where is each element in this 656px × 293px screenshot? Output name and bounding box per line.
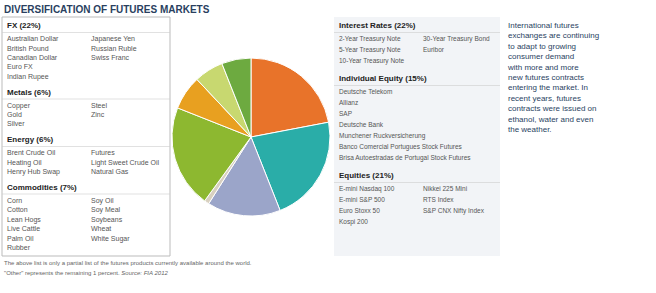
svg-text:Palm Oil: Palm Oil [7, 235, 34, 242]
svg-text:Corn: Corn [7, 197, 22, 204]
svg-text:Brisa Autoestradas de Portugal: Brisa Autoestradas de Portugal Stock Fut… [339, 154, 471, 162]
svg-text:E-mini S&P 500: E-mini S&P 500 [339, 196, 385, 203]
svg-text:Interest Rates (22%): Interest Rates (22%) [339, 21, 416, 30]
svg-text:British Pound: British Pound [7, 45, 49, 52]
svg-text:"Other" represents the remaini: "Other" represents the remaining 1 perce… [4, 270, 168, 276]
svg-text:Live Cattle: Live Cattle [7, 225, 40, 232]
svg-text:Euro FX: Euro FX [7, 63, 33, 70]
svg-text:Individual Equity (15%): Individual Equity (15%) [339, 74, 427, 83]
svg-text:Metals (6%): Metals (6%) [7, 88, 51, 97]
svg-text:Futures: Futures [91, 149, 115, 156]
svg-text:Euribor: Euribor [423, 46, 445, 53]
svg-text:Banco Comercial Portugues Stoc: Banco Comercial Portugues Stock Futures [339, 143, 463, 151]
svg-text:DIVERSIFICATION OF FUTURES MAR: DIVERSIFICATION OF FUTURES MARKETS [4, 4, 210, 15]
svg-text:Australian Dollar: Australian Dollar [7, 35, 59, 42]
svg-text:Swiss Franc: Swiss Franc [91, 54, 130, 61]
svg-text:Zinc: Zinc [91, 111, 105, 118]
svg-text:Wheat: Wheat [91, 225, 111, 232]
svg-text:Energy (6%): Energy (6%) [7, 135, 54, 144]
svg-text:Gold: Gold [7, 111, 22, 118]
svg-text:Deutsche Telekom: Deutsche Telekom [339, 88, 392, 95]
svg-text:Light Sweet Crude Oil: Light Sweet Crude Oil [91, 159, 160, 167]
svg-text:Copper: Copper [7, 102, 31, 110]
svg-text:Allianz: Allianz [339, 99, 358, 106]
svg-text:Nikkei 225 Mini: Nikkei 225 Mini [423, 185, 467, 192]
svg-text:FX (22%): FX (22%) [7, 21, 41, 30]
svg-text:Cotton: Cotton [7, 206, 28, 213]
svg-text:10-Year Treasury Note: 10-Year Treasury Note [339, 57, 405, 65]
svg-text:Commodities (7%): Commodities (7%) [7, 183, 77, 192]
svg-text:30-Year Treasury Bond: 30-Year Treasury Bond [423, 35, 490, 43]
svg-text:SAP: SAP [339, 110, 352, 117]
svg-text:2-Year Treasury Note: 2-Year Treasury Note [339, 35, 401, 43]
svg-text:Brent Crude Oil: Brent Crude Oil [7, 149, 56, 156]
svg-text:Steel: Steel [91, 102, 107, 109]
svg-text:Soy Oil: Soy Oil [91, 197, 114, 205]
svg-text:Heating Oil: Heating Oil [7, 159, 42, 167]
svg-text:Euro Stoxx 50: Euro Stoxx 50 [339, 207, 380, 214]
svg-text:E-mini Nasdaq 100: E-mini Nasdaq 100 [339, 185, 395, 193]
svg-text:Henry Hub Swap: Henry Hub Swap [7, 168, 60, 176]
svg-text:Soybeans: Soybeans [91, 216, 123, 224]
svg-text:Rubber: Rubber [7, 244, 31, 251]
svg-text:RTS Index: RTS Index [423, 196, 454, 203]
svg-text:Indian Rupee: Indian Rupee [7, 73, 49, 81]
svg-text:Russian Ruble: Russian Ruble [91, 45, 137, 52]
svg-text:Lean Hogs: Lean Hogs [7, 216, 41, 224]
svg-text:Canadian Dollar: Canadian Dollar [7, 54, 58, 61]
svg-text:Silver: Silver [7, 120, 25, 127]
svg-text:Soy Meal: Soy Meal [91, 206, 121, 214]
svg-text:International futuresexchanges: International futuresexchanges are conti… [507, 21, 599, 134]
svg-text:Kospi 200: Kospi 200 [339, 218, 368, 226]
svg-text:Natural Gas: Natural Gas [91, 168, 129, 175]
svg-text:5-Year Treasury Note: 5-Year Treasury Note [339, 46, 401, 54]
svg-text:White Sugar: White Sugar [91, 235, 130, 243]
svg-text:Equities (21%): Equities (21%) [339, 171, 394, 180]
svg-text:S&P CNX Nifty Index: S&P CNX Nifty Index [423, 207, 485, 215]
svg-text:Munchener Ruckversicherung: Munchener Ruckversicherung [339, 132, 426, 140]
svg-text:Deutsche Bank: Deutsche Bank [339, 121, 384, 128]
svg-text:The above list is only a parti: The above list is only a partial list of… [4, 260, 252, 266]
svg-text:Japanese Yen: Japanese Yen [91, 35, 135, 43]
